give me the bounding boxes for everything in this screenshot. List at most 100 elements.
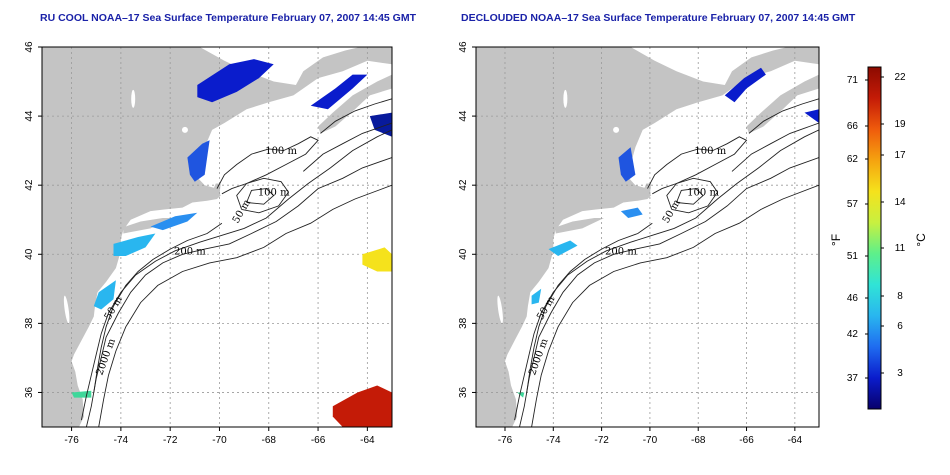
fahrenheit-tick-label: 42: [847, 329, 859, 340]
left-panel-title: RU COOL NOAA–17 Sea Surface Temperature …: [40, 12, 417, 24]
x-tick-label: -64: [788, 435, 803, 446]
isobath-100m: [80, 129, 392, 421]
celsius-tick-label: 11: [895, 243, 906, 254]
y-tick-label: 40: [458, 248, 469, 260]
x-tick-label: -68: [262, 435, 277, 446]
celsius-tick-label: 19: [894, 119, 906, 130]
fahrenheit-tick-label: 57: [847, 199, 859, 210]
sst-patch-ny-bight: [113, 233, 156, 256]
fahrenheit-tick-label: 66: [847, 121, 859, 132]
celsius-tick-label: 22: [894, 72, 906, 83]
sst-patch-long-island-sound: [150, 212, 198, 231]
right-panel-title: DECLOUDED NOAA–17 Sea Surface Temperatur…: [461, 12, 856, 24]
sst-patch-delaware: [531, 288, 542, 305]
x-tick-label: -74: [114, 435, 129, 446]
lake-winnipesaukee: [181, 126, 188, 133]
sst-patch-cape-hatteras: [517, 392, 525, 398]
celsius-tick-label: 14: [894, 197, 906, 208]
y-tick-label: 42: [24, 179, 35, 191]
isobath-50m: [93, 222, 223, 393]
isobath-georges-bank: [236, 177, 290, 214]
celsius-tick-label: 17: [894, 150, 906, 161]
x-tick-label: -72: [594, 435, 609, 446]
contour-label: 200 m: [605, 246, 637, 257]
celsius-tick-label: 6: [897, 321, 903, 332]
lake-champlain: [563, 89, 568, 108]
sst-patch-nova-scotia: [369, 112, 392, 137]
contour-label: 100 m: [694, 146, 726, 157]
celsius-tick-label: 3: [897, 368, 903, 379]
long-island: [123, 218, 173, 234]
isobath-georges-bank-inner: [676, 188, 704, 205]
y-tick-label: 46: [24, 41, 35, 53]
fahrenheit-tick-label: 62: [847, 154, 859, 165]
lake-winnipesaukee: [613, 126, 620, 133]
sst-patch-rhode-island: [620, 207, 643, 218]
x-tick-label: -64: [360, 435, 375, 446]
land-mass: [42, 47, 392, 427]
sst-patch-delaware: [93, 280, 116, 310]
isobath-scotian-inner: [748, 98, 819, 134]
cape-cod: [635, 183, 652, 196]
contour-label: 100 m: [258, 188, 290, 199]
y-tick-label: 36: [458, 386, 469, 398]
sst-patch-gulf-of-maine: [197, 59, 274, 103]
y-tick-label: 46: [458, 41, 469, 53]
y-tick-label: 38: [458, 317, 469, 329]
cape-cod: [204, 183, 221, 196]
isobath-scotian-inner: [320, 98, 392, 134]
isobath-2000m: [98, 184, 392, 427]
colorbar-gradient: [867, 66, 882, 410]
x-tick-label: -76: [498, 435, 513, 446]
fahrenheit-tick-label: 37: [847, 373, 859, 384]
chesapeake-bay: [497, 295, 503, 324]
contour-label: 200 m: [174, 246, 206, 257]
x-tick-label: -74: [546, 435, 561, 446]
map-frame: [475, 46, 820, 428]
contour-label: 100 m: [687, 188, 719, 199]
isobath-200m: [85, 157, 392, 427]
sst-patch-gulf-stream: [332, 385, 392, 427]
contour-label: 100 m: [265, 146, 297, 157]
isobath-georges-bank-inner: [246, 188, 275, 205]
fahrenheit-tick-label: 51: [847, 251, 859, 262]
y-tick-label: 44: [458, 110, 469, 122]
sst-patch-offshore-warm: [362, 247, 392, 272]
fahrenheit-tick-label: 46: [847, 293, 859, 304]
sst-patch-ny-bight: [548, 240, 578, 256]
map-frame: [41, 46, 393, 428]
long-island: [555, 218, 604, 234]
land-mass: [476, 47, 819, 427]
isobath-200m: [519, 157, 819, 427]
x-tick-label: -70: [212, 435, 227, 446]
x-tick-label: -72: [163, 435, 178, 446]
fahrenheit-tick-label: 71: [847, 75, 859, 86]
x-tick-label: -70: [643, 435, 658, 446]
isobath-scotian-shelf: [731, 122, 819, 172]
celsius-unit-label: °C: [914, 233, 928, 247]
isobath-2000m: [531, 184, 819, 427]
sst-patch-nova-scotia: [804, 109, 819, 123]
fahrenheit-unit-label: °F: [829, 234, 843, 246]
x-tick-label: -76: [64, 435, 79, 446]
x-tick-label: -68: [691, 435, 706, 446]
sst-patch-bay-of-fundy: [310, 74, 368, 110]
isobath-50m: [526, 222, 653, 393]
x-tick-label: -66: [739, 435, 754, 446]
y-tick-label: 38: [24, 317, 35, 329]
y-tick-label: 42: [458, 179, 469, 191]
isobath-gulf-of-maine: [647, 136, 748, 195]
y-tick-label: 40: [24, 248, 35, 260]
isobath-scotian-shelf: [303, 122, 392, 172]
isobath-100m: [514, 129, 819, 421]
y-tick-label: 44: [24, 110, 35, 122]
celsius-tick-label: 8: [897, 291, 903, 302]
x-tick-label: -66: [311, 435, 326, 446]
sst-patch-bay-of-fundy: [724, 67, 766, 103]
isobath-gulf-of-maine: [216, 136, 319, 195]
temperature-colorbar: 71 66 62 57 51 46 42 37 22 19 17 14 11 8 6 3 °F °C: [829, 66, 928, 410]
